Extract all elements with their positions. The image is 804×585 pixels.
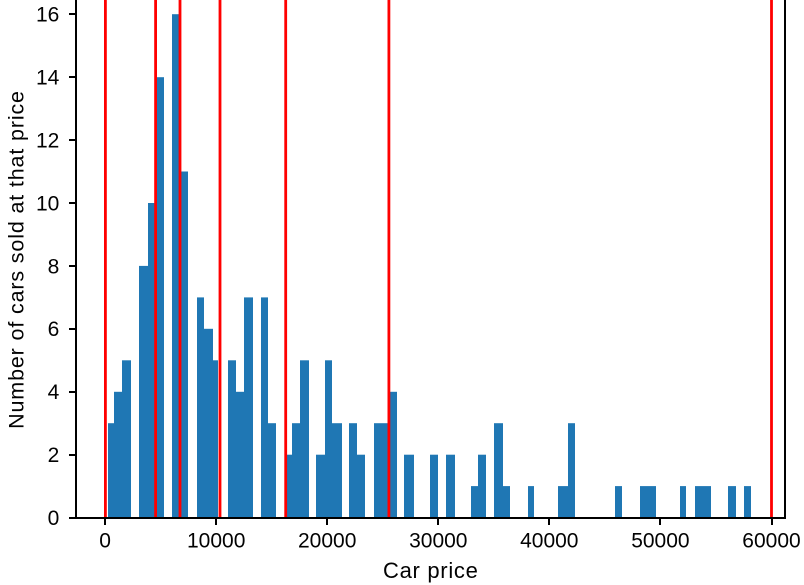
svg-text:6: 6 [48,318,60,341]
svg-text:20000: 20000 [298,530,356,553]
svg-text:2: 2 [48,444,60,467]
svg-text:0: 0 [99,530,111,553]
svg-text:14: 14 [36,67,60,90]
svg-text:8: 8 [48,255,60,278]
svg-text:10000: 10000 [187,530,245,553]
svg-text:16: 16 [36,4,59,27]
svg-text:60000: 60000 [742,530,800,553]
svg-text:30000: 30000 [409,530,467,553]
svg-text:Number of cars sold at that pr: Number of cars sold at that price [5,90,29,429]
svg-text:0: 0 [48,507,60,530]
svg-text:Car price: Car price [383,558,479,583]
svg-text:10: 10 [36,192,59,215]
svg-text:12: 12 [36,130,59,153]
svg-text:4: 4 [48,381,60,404]
svg-text:50000: 50000 [631,530,689,553]
svg-text:40000: 40000 [520,530,578,553]
